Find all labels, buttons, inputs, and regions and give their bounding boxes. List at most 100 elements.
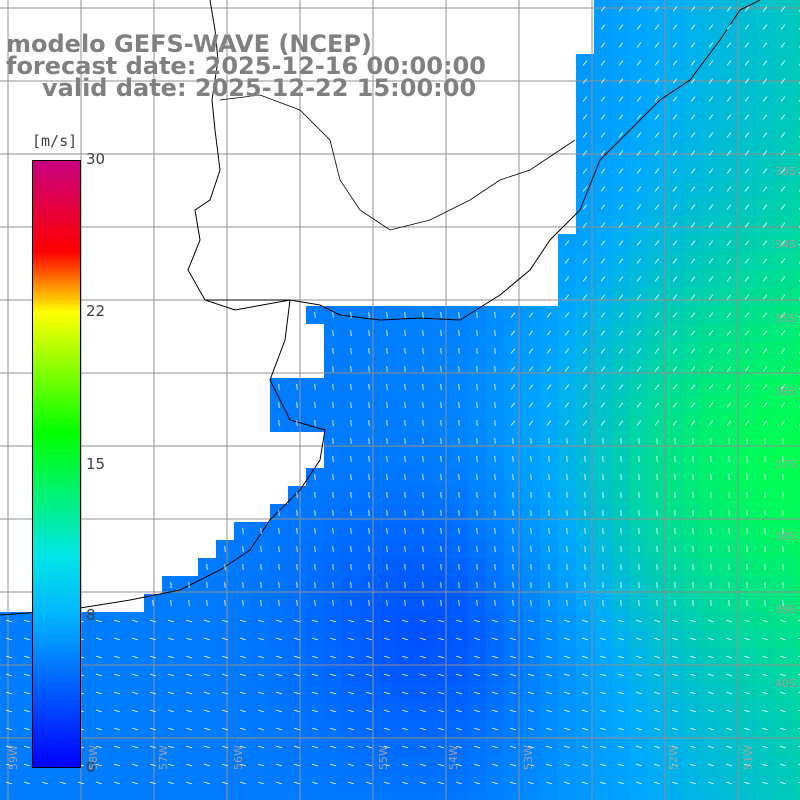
wind-arrow — [672, 330, 678, 336]
wind-arrow — [708, 402, 714, 408]
wind-arrow — [690, 186, 696, 192]
wind-arrow — [690, 348, 696, 354]
wind-arrow — [402, 655, 408, 659]
wind-arrow — [582, 168, 588, 174]
wind-arrow — [726, 168, 732, 174]
wind-arrow — [690, 763, 696, 767]
lat-label: 40S — [775, 677, 796, 690]
wind-arrow — [258, 763, 264, 767]
wind-arrow — [150, 637, 156, 641]
wind-arrow — [654, 24, 660, 30]
wind-arrow — [654, 222, 660, 228]
wind-arrow — [654, 402, 660, 408]
wind-speed-cell — [0, 792, 18, 800]
wind-arrow — [672, 222, 678, 228]
wind-speed-cell — [792, 342, 800, 360]
wind-arrow — [546, 745, 552, 749]
wind-arrow — [438, 637, 444, 641]
wind-arrow — [312, 691, 318, 695]
wind-arrow — [618, 186, 624, 192]
wind-arrow — [744, 186, 750, 192]
wind-arrow — [258, 691, 264, 695]
wind-arrow — [744, 150, 750, 156]
wind-speed-cell — [90, 792, 108, 800]
wind-arrow — [492, 691, 498, 695]
wind-arrow — [564, 312, 570, 318]
wind-arrow — [528, 384, 534, 390]
wind-arrow — [222, 709, 228, 713]
wind-arrow — [744, 763, 750, 767]
wind-speed-cell — [792, 54, 800, 72]
wind-arrow — [330, 763, 336, 767]
wind-arrow — [726, 258, 732, 264]
wind-arrow — [384, 673, 390, 677]
wind-arrow — [600, 78, 606, 84]
wind-arrow — [114, 745, 120, 749]
wind-arrow — [456, 619, 462, 623]
wind-arrow — [744, 42, 750, 48]
wind-arrow — [204, 709, 210, 713]
wind-arrow — [780, 60, 786, 66]
wind-arrow — [510, 781, 516, 785]
wind-arrow — [582, 294, 588, 300]
wind-arrow — [636, 402, 642, 408]
wind-arrow — [600, 781, 606, 785]
wind-arrow — [672, 60, 678, 66]
wind-arrow — [456, 673, 462, 677]
wind-arrow — [744, 276, 750, 282]
wind-arrow — [546, 709, 552, 713]
wind-arrow — [150, 709, 156, 713]
wind-arrow — [438, 745, 444, 749]
wind-arrow — [726, 24, 732, 30]
wind-speed-cell — [792, 648, 800, 666]
wind-arrow — [294, 709, 300, 713]
wind-arrow — [708, 312, 714, 318]
wind-arrow — [240, 637, 246, 641]
wind-arrow — [654, 60, 660, 66]
wind-speed-cell — [792, 270, 800, 288]
wind-arrow — [654, 348, 660, 354]
wind-arrow — [420, 745, 426, 749]
wind-arrow — [780, 78, 786, 84]
wind-arrow — [600, 114, 606, 120]
wind-speed-cell — [108, 792, 126, 800]
wind-speed-cell — [162, 792, 180, 800]
colorbar-unit: [m/s] — [32, 132, 78, 150]
wind-arrow — [420, 673, 426, 677]
wind-arrow — [654, 42, 660, 48]
wind-arrow — [600, 168, 606, 174]
wind-arrow — [96, 691, 102, 695]
wind-arrow — [204, 691, 210, 695]
wind-arrow — [618, 781, 624, 785]
wind-arrow — [654, 384, 660, 390]
wind-arrow — [492, 619, 498, 623]
wind-arrow — [708, 294, 714, 300]
wind-arrow — [312, 637, 318, 641]
wind-arrow — [546, 348, 552, 354]
wind-arrow — [564, 330, 570, 336]
wind-arrow — [618, 619, 624, 623]
wind-arrow — [780, 366, 786, 372]
wind-arrow — [672, 655, 678, 659]
wind-arrow — [168, 637, 174, 641]
colorbar — [32, 160, 81, 768]
wind-arrow — [618, 168, 624, 174]
wind-arrow — [6, 673, 12, 677]
wind-arrow — [780, 24, 786, 30]
wind-arrow — [636, 294, 642, 300]
wind-arrow — [132, 709, 138, 713]
wind-arrow — [708, 6, 714, 12]
wind-arrow — [420, 637, 426, 641]
wind-arrow — [510, 402, 516, 408]
wind-arrow — [330, 637, 336, 641]
wind-arrow — [726, 132, 732, 138]
wind-arrow — [510, 384, 516, 390]
wind-arrow — [600, 619, 606, 623]
wind-arrow — [618, 114, 624, 120]
wind-arrow — [690, 709, 696, 713]
wind-arrow — [690, 673, 696, 677]
wind-arrow — [96, 673, 102, 677]
wind-arrow — [600, 745, 606, 749]
wind-arrow — [762, 781, 768, 785]
wind-arrow — [618, 709, 624, 713]
